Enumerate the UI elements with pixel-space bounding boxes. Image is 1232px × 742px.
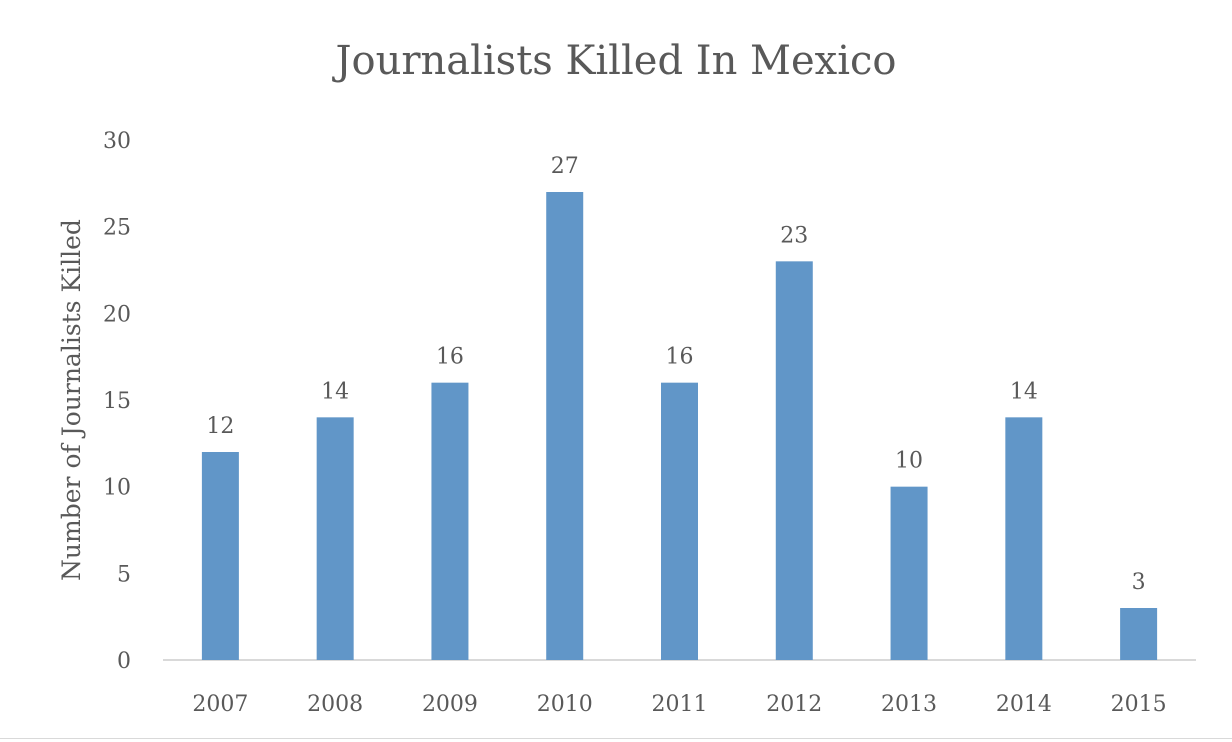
bottom-divider [0,738,1232,739]
x-tick-label: 2015 [1111,692,1167,717]
x-tick-label: 2012 [766,692,822,717]
y-tick-label: 5 [117,562,131,587]
y-axis-title-group: Number of Journalists Killed [57,219,86,581]
bar [1005,417,1043,660]
y-tick-label: 0 [117,649,131,674]
y-axis-title: Number of Journalists Killed [57,219,86,581]
bar [661,382,698,660]
data-label: 23 [780,223,808,248]
bar [546,192,584,660]
y-tick-label: 20 [103,302,131,327]
y-tick-label: 30 [103,129,131,154]
data-labels: 12 14 16 27 16 23 10 14 3 [206,154,1145,595]
x-tick-label: 2009 [422,692,478,717]
bar [201,452,239,660]
data-label: 14 [321,379,349,404]
x-tick-label: 2014 [996,692,1052,717]
data-label: 16 [436,345,464,370]
data-label: 14 [1010,379,1038,404]
chart-title: Journalists Killed In Mexico [335,38,897,84]
data-label: 10 [895,449,923,474]
bar [890,486,928,660]
data-label: 16 [666,345,694,370]
y-axis-ticks: 0 5 10 15 20 25 30 [103,129,131,674]
x-tick-label: 2013 [881,692,937,717]
data-label: 12 [206,414,234,439]
x-tick-label: 2011 [652,692,708,717]
y-tick-label: 10 [103,476,131,501]
x-tick-label: 2007 [192,692,248,717]
bars [201,192,1158,660]
data-label: 3 [1132,570,1146,595]
x-tick-label: 2008 [307,692,363,717]
y-tick-label: 25 [103,216,131,241]
x-tick-label: 2010 [537,692,593,717]
bar [775,261,813,660]
data-label: 27 [551,154,579,179]
bar [1120,608,1158,660]
x-axis-labels: 2007 2008 2009 2010 2011 2012 2013 2014 2015 [192,692,1166,717]
y-tick-label: 15 [103,389,131,414]
bar [431,382,469,660]
bar [316,417,354,660]
